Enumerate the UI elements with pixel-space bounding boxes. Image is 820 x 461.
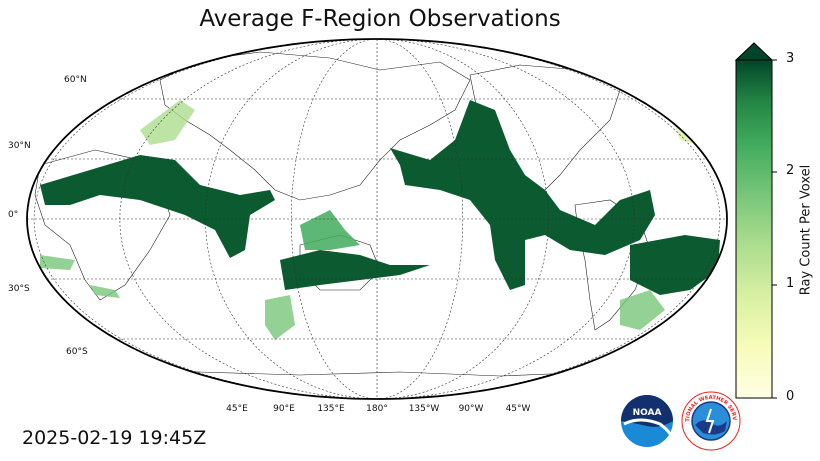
graticule [27,39,727,399]
meridian-line [376,39,721,399]
lat-label: 0° [8,210,19,220]
lat-label: 30°N [8,141,31,151]
lat-label: 30°S [8,284,30,294]
nws-logo: NATIONAL WEATHER SERVICE [681,391,741,451]
colorbar-extend-arrow [734,42,774,61]
map-title: Average F-Region Observations [199,6,561,32]
colorbar-tick-3: 3 [786,51,795,66]
colorbar-tick-1: 1 [786,276,795,291]
noaa-logo: NOAA [621,395,673,447]
meridian-line [376,39,635,399]
lon-label: 180° [366,404,388,414]
ray-count-field [40,100,720,340]
lon-label: 45°E [226,404,248,414]
lon-label: 135°W [408,404,440,414]
lat-label: 60°N [64,75,87,85]
colorbar [734,42,777,399]
colorbar-gradient [735,59,773,399]
lon-label: 45°W [505,404,531,414]
meridian-line [119,39,378,399]
lon-label: 90°E [273,404,295,414]
meridian-line [33,39,378,399]
lon-label: 90°W [458,404,484,414]
lat-label: 60°S [66,347,88,357]
map-boundary [26,38,728,400]
lon-label: 135°E [317,404,345,414]
colorbar-tick-2: 2 [786,163,795,178]
noaa-logo-text: NOAA [633,408,662,418]
meridian-line [205,39,378,399]
meridian-line [376,39,549,399]
timestamp: 2025-02-19 19:45Z [22,427,207,449]
colorbar-tick-0: 0 [786,389,795,404]
colorbar-label: Ray Count Per Voxel [798,164,814,296]
